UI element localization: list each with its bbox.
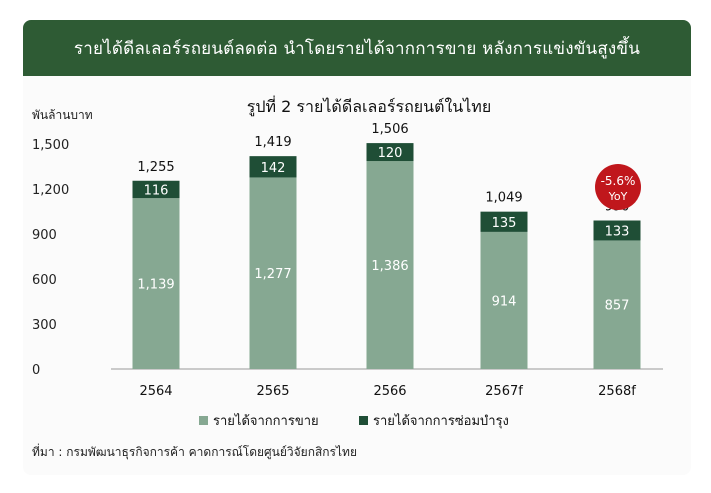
data-label-sales: 1,139 [137, 278, 174, 293]
y-axis-label: พันล้านบาท [32, 108, 93, 122]
data-label-sales: 914 [492, 294, 517, 309]
chart-title: รูปที่ 2 รายได้ดีลเลอร์รถยนต์ในไทย [247, 95, 491, 117]
bar-service [249, 156, 297, 178]
y-tick-label: 0 [32, 363, 40, 378]
x-tick-label: 2566 [373, 384, 406, 399]
y-tick-label: 1,200 [32, 183, 69, 198]
data-label-service: 133 [605, 224, 630, 239]
y-tick-label: 900 [32, 228, 57, 243]
data-label-total: 1,049 [485, 191, 522, 206]
data-label-sales: 857 [605, 299, 630, 314]
bar-service [480, 211, 528, 232]
x-tick-label: 2565 [256, 384, 289, 399]
x-tick-label: 2564 [139, 384, 172, 399]
chart-card: รายได้ดีลเลอร์รถยนต์ลดต่อ นำโดยรายได้จาก… [23, 20, 691, 475]
source-note: ที่มา : กรมพัฒนาธุรกิจการค้า คาดการณ์โดย… [32, 445, 357, 459]
bar-sales [132, 198, 180, 369]
x-tick-label: 2567f [485, 384, 523, 399]
y-tick-label: 1,500 [32, 138, 69, 153]
y-tick-label: 300 [32, 318, 57, 333]
legend-label-sales: รายได้จากการขาย [213, 413, 319, 429]
data-label-sales: 1,386 [371, 259, 408, 274]
y-tick-label: 600 [32, 273, 57, 288]
chart-header: รายได้ดีลเลอร์รถยนต์ลดต่อ นำโดยรายได้จาก… [23, 20, 691, 76]
data-label-service: 142 [261, 161, 286, 176]
legend-swatch-service [359, 416, 368, 425]
data-label-sales: 1,277 [254, 267, 291, 282]
data-label-service: 135 [492, 216, 517, 231]
bar-service [366, 143, 414, 162]
bar-service [593, 220, 641, 241]
bar-sales [593, 240, 641, 369]
data-label-total: 1,419 [254, 135, 291, 150]
data-label-service: 116 [144, 183, 169, 198]
yoy-badge [595, 164, 641, 210]
legend-swatch-sales [199, 416, 208, 425]
data-label-total: 1,255 [137, 160, 174, 175]
header-title: รายได้ดีลเลอร์รถยนต์ลดต่อ นำโดยรายได้จาก… [73, 38, 641, 59]
bar-sales [249, 177, 297, 369]
bar-chart: รูปที่ 2 รายได้ดีลเลอร์รถยนต์ในไทยพันล้า… [32, 95, 663, 429]
x-tick-label: 2568f [598, 384, 636, 399]
bar-service [132, 180, 180, 199]
bar-sales [366, 161, 414, 369]
data-label-total: 1,506 [371, 122, 408, 137]
yoy-badge-value: -5.6% [601, 174, 636, 188]
data-label-service: 120 [378, 146, 403, 161]
legend-label-service: รายได้จากการซ่อมบำรุง [373, 413, 509, 429]
yoy-badge-unit: YoY [608, 190, 628, 203]
bar-sales [480, 231, 528, 369]
